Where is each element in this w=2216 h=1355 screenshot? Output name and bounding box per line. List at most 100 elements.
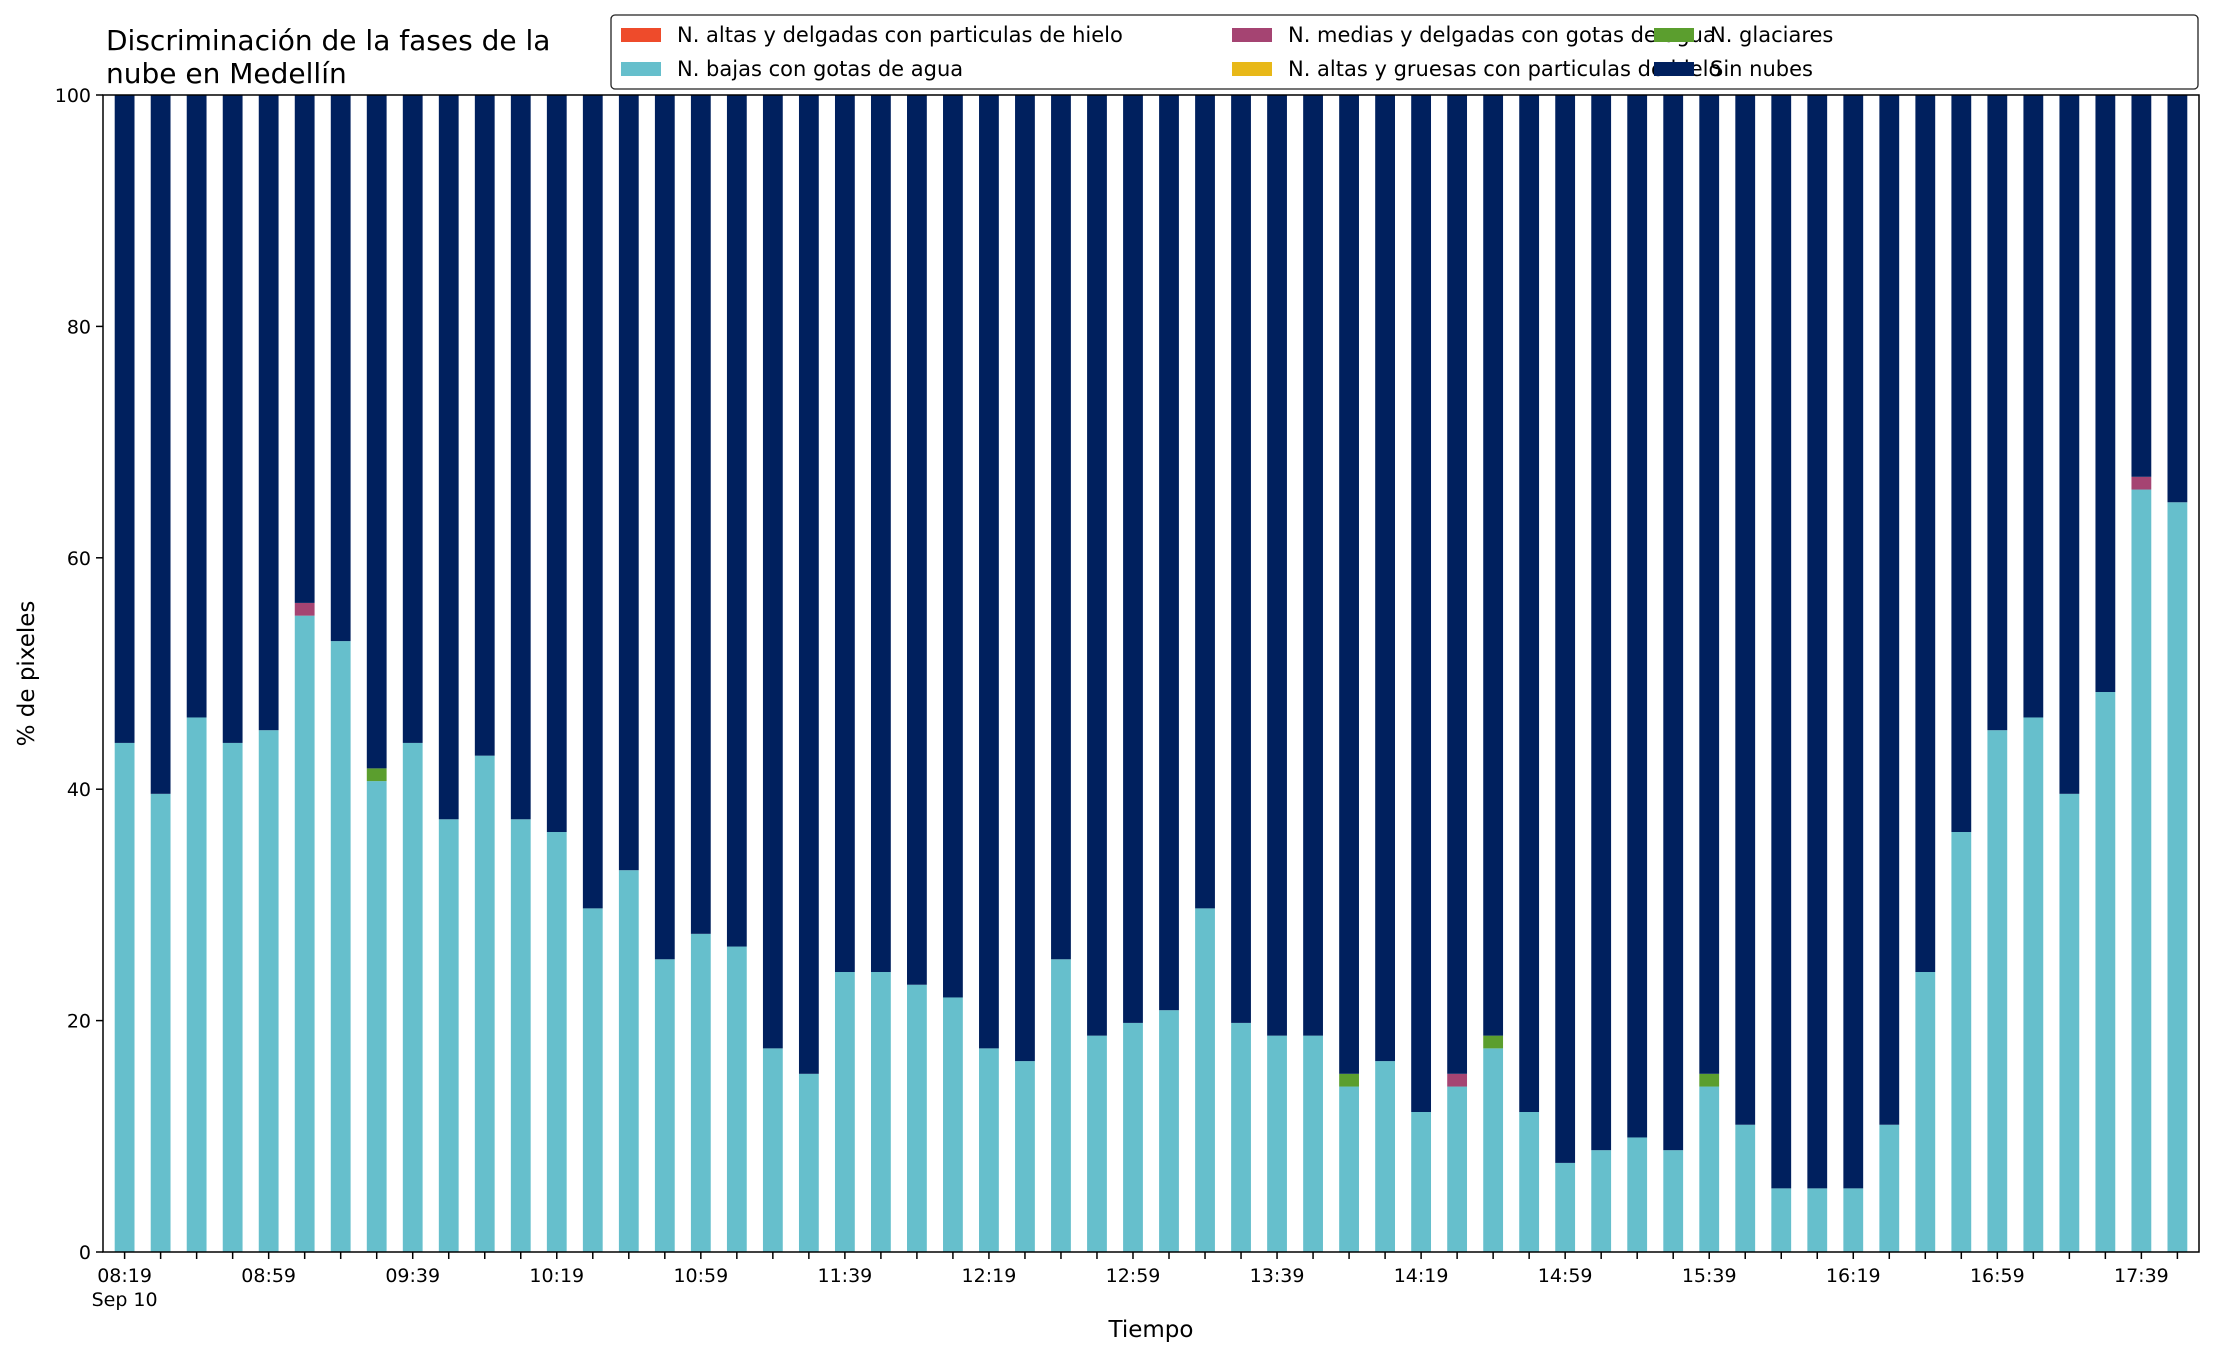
bar-segment-s5-11 [510,95,531,820]
bar-segment-s2-43 [1663,1150,1684,1252]
bar-segment-s5-25 [1015,95,1035,1062]
bar-segment-s2-41 [1591,1150,1612,1252]
bar-segment-s2-35 [1375,1061,1395,1252]
bar-segment-s5-32 [1267,95,1287,1036]
bar-segment-s5-57 [2167,95,2188,503]
legend-swatch [1232,28,1272,42]
bar-segment-s2-3 [222,742,243,1252]
x-tick-label: 14:59 [1538,1265,1593,1287]
x-tick-label: 10:59 [673,1265,728,1287]
bar-segment-s2-26 [1051,959,1071,1252]
chart-title: Discriminación de la fases de la nube en… [106,24,550,90]
bar-segment-s2-13 [582,908,603,1252]
bar-segment-s5-44 [1699,95,1720,1074]
bar-segment-s5-31 [1231,95,1251,1023]
bar-segment-s5-2 [186,95,207,718]
bar-segment-s5-35 [1375,95,1395,1062]
x-tick-label: 15:39 [1682,1265,1737,1287]
bar-segment-s2-27 [1087,1035,1107,1252]
bar-segment-s5-37 [1447,95,1468,1074]
plot-area-frame [102,94,2200,1253]
bar-segment-s2-22 [907,984,927,1252]
bar-segment-s2-51 [1951,832,1972,1252]
bar-segment-s5-1 [150,95,171,794]
bar-segment-s5-20 [834,95,855,973]
bar-segment-s2-39 [1519,1112,1540,1252]
y-tick-label: 0 [79,1242,91,1264]
x-axis-title: Tiempo [1108,1317,1194,1343]
legend-label: Sin nubes [1710,57,1813,81]
y-tick-label: 60 [67,548,91,570]
legend-label: N. bajas con gotas de agua [677,57,963,81]
x-tick-label: 17:39 [2114,1265,2169,1287]
bar-segment-s2-24 [979,1048,999,1252]
bar-segment-s5-23 [943,95,963,998]
x-tick-label: 13:39 [1250,1265,1305,1287]
bar-segment-s5-13 [582,95,603,909]
bar-segment-s3-7 [366,768,387,782]
bar-segment-s2-32 [1267,1035,1287,1252]
bar-segment-s2-34 [1339,1086,1359,1252]
bar-segment-s2-1 [150,793,171,1252]
bar-segment-s5-56 [2131,95,2152,477]
legend-label: N. altas y gruesas con particulas de hie… [1288,57,1721,81]
legend-label: N. medias y delgadas con gotas de agua [1288,23,1716,47]
bar-segment-s2-2 [186,717,207,1252]
bar-segment-s2-33 [1303,1035,1323,1252]
bar-segment-s5-36 [1411,95,1432,1112]
bar-segment-s3-38 [1483,1035,1504,1049]
bar-segment-s5-40 [1555,95,1576,1163]
bar-segment-s5-18 [762,95,783,1049]
bar-segment-s2-17 [726,946,747,1252]
x-tick-label: 09:39 [385,1265,440,1287]
legend-swatch [621,62,661,76]
bar-segment-s4-56 [2131,476,2152,490]
bar-segment-s2-52 [1987,730,2008,1252]
bar-segment-s5-6 [330,95,351,642]
bar-segment-s5-30 [1195,95,1215,909]
bar-segment-s2-40 [1555,1162,1576,1252]
bar-segment-s2-20 [834,972,855,1252]
bar-segment-s5-7 [366,95,387,769]
x-tick-label: 14:19 [1394,1265,1449,1287]
bar-segment-s5-50 [1915,95,1936,973]
x-tick-label: 10:19 [529,1265,584,1287]
bar-segment-s2-30 [1195,908,1215,1252]
bar-segment-s2-18 [762,1048,783,1252]
legend-swatch [621,28,661,42]
chart-title-line-2: nube en Medellín [106,57,347,90]
bar-segment-s2-5 [294,615,315,1252]
bar-segment-s2-4 [258,730,279,1252]
bar-segment-s5-54 [2059,95,2080,794]
bar-segment-s5-12 [546,95,567,833]
bar-segment-s2-55 [2095,692,2116,1252]
y-tick-label: 20 [67,1011,91,1033]
bar-segment-s2-9 [438,819,459,1252]
legend-box [610,14,2199,90]
x-tick-sublabel: Sep 10 [92,1289,158,1311]
chart-title-line-1: Discriminación de la fases de la [106,24,550,57]
bar-segment-s2-44 [1699,1086,1720,1252]
bar-segment-s5-17 [726,95,747,947]
x-tick-label: 11:39 [818,1265,873,1287]
bar-segment-s2-0 [114,742,135,1252]
bar-segment-s5-10 [474,95,495,756]
bar-segment-s2-57 [2167,502,2188,1252]
bar-segment-s5-0 [114,95,135,743]
bar-segment-s5-5 [294,95,315,603]
bar-segment-s2-23 [943,997,963,1252]
bar-segment-s2-49 [1879,1124,1900,1252]
bar-segment-s5-24 [979,95,999,1049]
bar-segment-s5-41 [1591,95,1612,1151]
bar-segment-s2-11 [510,819,531,1252]
bar-segment-s5-16 [690,95,711,934]
bar-segment-s5-22 [907,95,927,985]
legend-swatch [1654,62,1694,76]
bar-segment-s2-31 [1231,1022,1251,1252]
bar-segment-s4-5 [294,602,315,616]
bar-segment-s2-14 [618,870,639,1252]
bar-segment-s5-8 [402,95,423,743]
bars-layer [114,95,2188,1252]
bar-segment-s5-27 [1087,95,1107,1036]
